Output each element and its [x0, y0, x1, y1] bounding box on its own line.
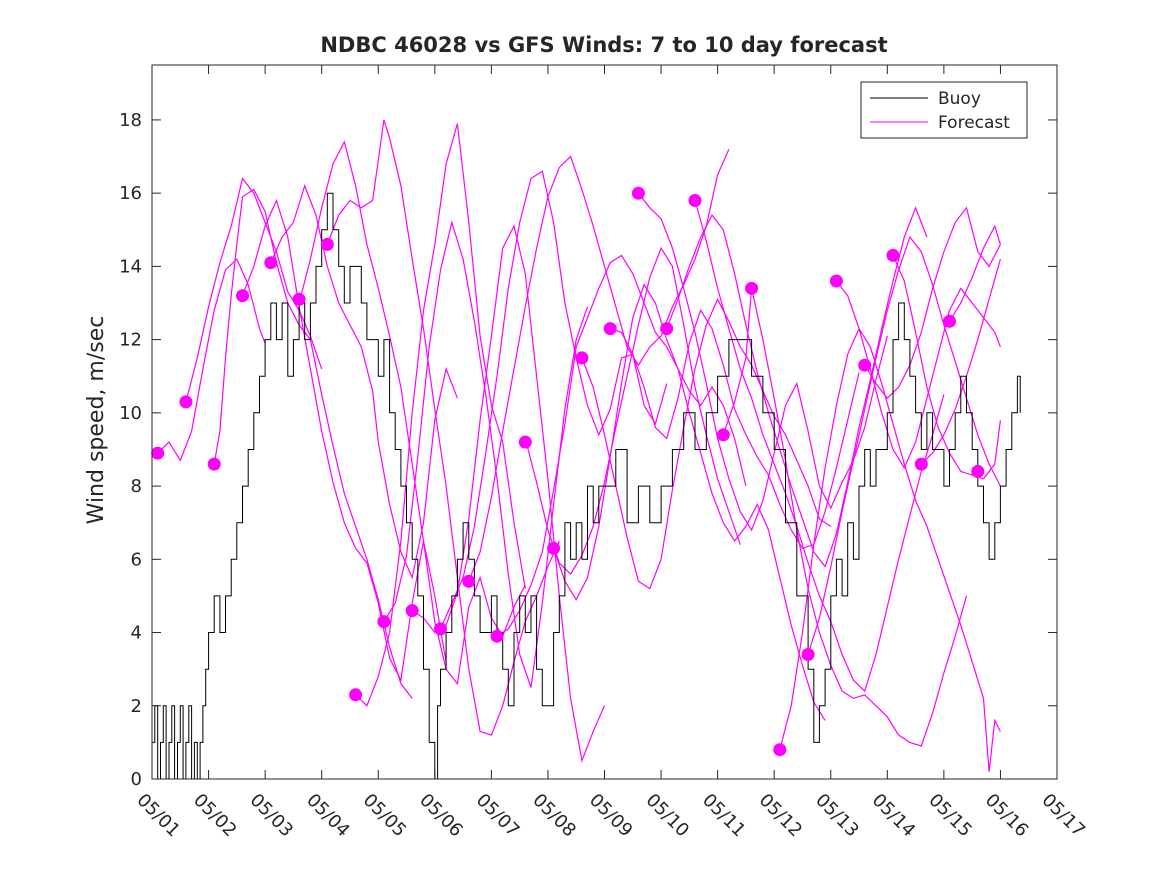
forecast-line-25 — [864, 206, 1001, 400]
forecast-line-11 — [439, 170, 668, 630]
forecast-marker-5 — [264, 256, 278, 270]
y-tick-label: 18 — [119, 110, 142, 131]
x-tick-label: 05/04 — [302, 790, 354, 842]
forecast-marker-14 — [518, 435, 532, 449]
forecast-line-22 — [779, 327, 1001, 772]
forecast-marker-9 — [377, 615, 391, 629]
chart-title: NDBC 46028 vs GFS Winds: 7 to 10 day for… — [320, 33, 887, 57]
forecast-marker-1 — [151, 446, 165, 460]
y-tick-label: 4 — [131, 623, 142, 644]
forecast-line-28 — [948, 224, 1001, 322]
forecast-marker-24 — [801, 648, 815, 661]
forecast-line-4 — [241, 198, 447, 683]
forecast-line-20 — [694, 200, 945, 693]
forecast-line-14 — [524, 246, 741, 575]
forecast-marker-13 — [490, 629, 504, 643]
x-tick-label: 05/15 — [924, 790, 976, 842]
x-tick-label: 05/03 — [246, 790, 298, 842]
forecast-line-13 — [496, 254, 747, 637]
x-tick-label: 05/12 — [755, 790, 807, 842]
forecast-marker-8 — [349, 688, 363, 702]
forecast-marker-28 — [914, 457, 928, 471]
y-tick-label: 2 — [131, 696, 142, 717]
forecast-marker-19 — [660, 322, 674, 336]
forecast-line-2 — [185, 177, 323, 403]
forecast-marker-25 — [829, 274, 843, 288]
forecast-markers — [151, 186, 985, 757]
x-tick-label: 05/17 — [1037, 790, 1089, 842]
legend-forecast-label: Forecast — [938, 113, 1010, 133]
forecast-marker-18 — [631, 186, 645, 200]
forecast-lines — [157, 119, 1001, 772]
forecast-marker-17 — [603, 322, 617, 336]
y-tick-label: 16 — [119, 183, 142, 204]
forecast-line-16 — [581, 297, 832, 590]
forecast-marker-21 — [716, 428, 730, 442]
forecast-line-7 — [326, 119, 560, 736]
y-tick-label: 10 — [119, 403, 142, 424]
forecast-marker-7 — [320, 237, 334, 251]
forecast-line-8 — [355, 123, 526, 707]
buoy-line-group — [152, 192, 1021, 779]
forecast-line-19 — [666, 206, 928, 568]
forecast-marker-23 — [773, 743, 787, 757]
x-tick-label: 05/10 — [642, 790, 694, 842]
x-tick-label: 05/14 — [868, 790, 920, 842]
forecast-line-15 — [553, 283, 826, 721]
forecast-marker-16 — [575, 351, 589, 365]
legend: Buoy Forecast — [860, 81, 1028, 139]
x-tick-label: 05/02 — [189, 790, 241, 842]
forecast-line-21 — [722, 288, 968, 747]
y-tick-label: 0 — [131, 769, 142, 790]
forecast-marker-12 — [462, 574, 476, 588]
x-tick-label: 05/09 — [585, 790, 637, 842]
x-tick-label: 05/06 — [415, 790, 467, 842]
forecast-line-6 — [298, 140, 526, 686]
forecast-marker-15 — [547, 541, 561, 555]
forecast-line-12 — [468, 148, 730, 582]
forecast-line-5 — [270, 183, 458, 580]
forecast-marker-3 — [207, 457, 221, 471]
forecast-marker-30 — [971, 464, 985, 478]
forecast-marker-6 — [292, 292, 306, 306]
x-tick-label: 05/01 — [132, 790, 184, 842]
y-tick-label: 6 — [131, 549, 142, 570]
forecast-line-9 — [383, 220, 589, 688]
forecast-marker-10 — [405, 604, 419, 618]
y-axis: 0 2 4 6 8 10 12 14 16 18 — [119, 110, 1057, 790]
forecast-marker-27 — [886, 248, 900, 262]
forecast-line-23 — [807, 235, 1001, 655]
y-tick-label: 14 — [119, 256, 142, 277]
forecast-marker-26 — [858, 358, 872, 372]
forecast-line-17 — [610, 308, 860, 550]
forecast-marker-22 — [745, 281, 759, 295]
x-tick-label: 05/05 — [359, 790, 411, 842]
y-tick-label: 12 — [119, 330, 142, 351]
forecast-marker-4 — [236, 289, 249, 303]
y-axis-label: Wind speed, m/sec — [84, 316, 109, 525]
legend-buoy-label: Buoy — [938, 89, 981, 109]
x-tick-label: 05/08 — [528, 790, 580, 842]
y-tick-label: 8 — [131, 476, 142, 497]
x-tick-label: 05/16 — [981, 790, 1033, 842]
legend-box — [860, 81, 1028, 139]
forecast-marker-2 — [179, 395, 193, 409]
forecast-marker-29 — [943, 314, 956, 328]
forecast-marker-11 — [434, 622, 447, 636]
forecast-line-1 — [157, 258, 266, 462]
forecast-line-18 — [637, 192, 888, 532]
x-tick-label: 05/13 — [811, 790, 863, 842]
buoy-line — [152, 192, 1021, 779]
x-tick-label: 05/07 — [472, 790, 524, 842]
x-tick-label: 05/11 — [698, 790, 750, 842]
forecast-marker-20 — [688, 194, 702, 207]
